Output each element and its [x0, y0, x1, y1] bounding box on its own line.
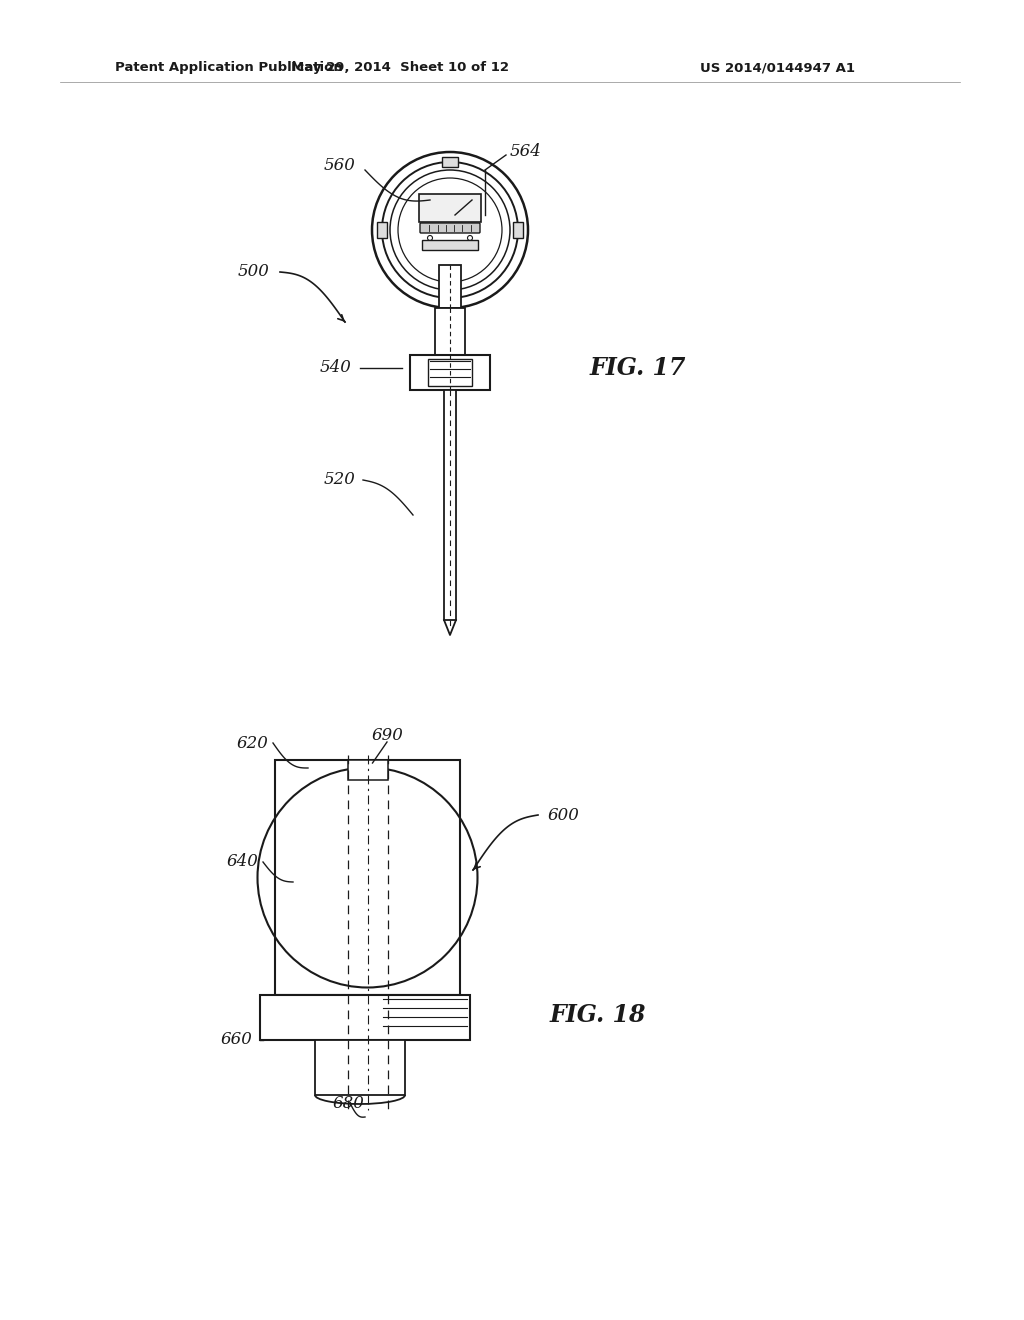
Text: 600: 600: [548, 807, 580, 824]
Text: 660: 660: [220, 1031, 252, 1048]
Circle shape: [427, 235, 432, 240]
Bar: [435, 308, 465, 355]
Text: 680: 680: [332, 1094, 364, 1111]
Text: 540: 540: [321, 359, 352, 376]
Circle shape: [468, 235, 472, 240]
Bar: [428, 359, 472, 385]
Bar: [422, 240, 478, 249]
Bar: [444, 389, 456, 620]
Text: 640: 640: [226, 854, 258, 870]
Bar: [347, 760, 387, 780]
Bar: [275, 760, 460, 995]
Text: 500: 500: [239, 264, 270, 281]
Text: FIG. 18: FIG. 18: [550, 1003, 646, 1027]
Text: 690: 690: [371, 727, 402, 744]
Bar: [439, 265, 461, 308]
Bar: [410, 355, 490, 389]
Text: US 2014/0144947 A1: US 2014/0144947 A1: [700, 62, 855, 74]
Text: Patent Application Publication: Patent Application Publication: [115, 62, 343, 74]
Bar: [315, 1040, 406, 1096]
Text: 520: 520: [324, 471, 355, 488]
Bar: [442, 157, 458, 168]
Text: 620: 620: [237, 734, 268, 751]
Bar: [377, 222, 387, 238]
Bar: [260, 995, 470, 1040]
Text: May 29, 2014  Sheet 10 of 12: May 29, 2014 Sheet 10 of 12: [291, 62, 509, 74]
Bar: [513, 222, 523, 238]
FancyBboxPatch shape: [420, 223, 480, 234]
Text: 564: 564: [510, 144, 542, 161]
Bar: [419, 194, 481, 222]
Text: FIG. 17: FIG. 17: [590, 356, 686, 380]
Bar: [442, 293, 458, 304]
Text: 560: 560: [324, 157, 355, 173]
